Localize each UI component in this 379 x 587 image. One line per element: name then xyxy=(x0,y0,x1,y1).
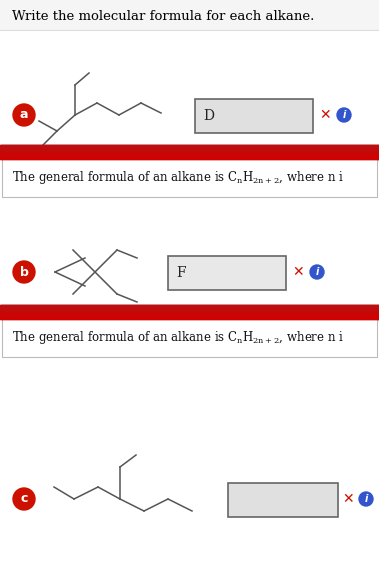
Bar xyxy=(0,314,379,315)
Bar xyxy=(0,152,379,153)
Bar xyxy=(0,156,379,157)
Bar xyxy=(0,305,379,306)
Bar xyxy=(0,154,379,155)
Bar xyxy=(0,149,379,150)
Circle shape xyxy=(13,488,35,510)
Bar xyxy=(0,158,379,159)
Circle shape xyxy=(13,261,35,283)
Bar xyxy=(0,148,379,149)
Bar xyxy=(0,309,379,310)
Bar xyxy=(0,155,379,156)
Bar xyxy=(0,312,379,313)
Bar xyxy=(0,0,379,30)
Bar xyxy=(0,313,379,314)
Text: a: a xyxy=(20,109,28,122)
Bar xyxy=(195,99,313,133)
Bar xyxy=(0,308,379,309)
Bar xyxy=(0,313,379,314)
Text: i: i xyxy=(364,494,368,504)
Circle shape xyxy=(337,108,351,122)
Bar xyxy=(0,318,379,319)
Bar xyxy=(0,157,379,158)
Bar xyxy=(0,154,379,156)
Bar xyxy=(0,312,379,313)
Bar xyxy=(0,308,379,309)
Bar xyxy=(0,316,379,318)
Bar xyxy=(0,315,379,316)
Bar xyxy=(0,306,379,307)
Bar xyxy=(0,150,379,151)
Bar xyxy=(0,157,379,158)
Bar xyxy=(0,317,379,318)
Bar xyxy=(0,305,379,306)
Text: D: D xyxy=(203,109,214,123)
Bar xyxy=(0,316,379,317)
Text: i: i xyxy=(342,110,346,120)
Circle shape xyxy=(359,492,373,506)
Circle shape xyxy=(13,104,35,126)
Text: ✕: ✕ xyxy=(342,492,354,506)
Bar xyxy=(0,146,379,147)
Bar xyxy=(0,146,379,147)
Bar xyxy=(2,145,377,197)
Text: c: c xyxy=(20,492,28,505)
Bar xyxy=(0,311,379,312)
Circle shape xyxy=(310,265,324,279)
Bar xyxy=(0,150,379,151)
Bar xyxy=(0,147,379,149)
Bar xyxy=(0,149,379,150)
Bar xyxy=(0,309,379,310)
Bar xyxy=(0,156,379,157)
Bar xyxy=(0,151,379,152)
Bar xyxy=(0,147,379,148)
Text: ✕: ✕ xyxy=(292,265,304,279)
Text: Write the molecular formula for each alkane.: Write the molecular formula for each alk… xyxy=(12,9,314,22)
Bar xyxy=(0,314,379,315)
Text: b: b xyxy=(20,265,28,278)
Bar xyxy=(0,315,379,316)
Bar xyxy=(0,155,379,156)
Bar xyxy=(0,151,379,153)
Bar xyxy=(0,307,379,308)
Bar xyxy=(168,256,286,290)
Bar xyxy=(0,145,379,146)
Text: ✕: ✕ xyxy=(319,108,331,122)
Bar xyxy=(0,309,379,311)
Bar xyxy=(0,144,379,146)
Bar xyxy=(228,483,338,517)
Text: The general formula of an alkane is $\mathregular{C_nH_{2n+2}}$, where n i: The general formula of an alkane is $\ma… xyxy=(12,329,344,346)
Bar xyxy=(0,311,379,312)
Bar xyxy=(0,153,379,154)
Bar xyxy=(0,318,379,319)
Bar xyxy=(0,306,379,308)
Text: i: i xyxy=(315,267,319,277)
Text: The general formula of an alkane is $\mathregular{C_nH_{2n+2}}$, where n i: The general formula of an alkane is $\ma… xyxy=(12,170,344,187)
Text: F: F xyxy=(176,266,186,280)
Bar xyxy=(2,305,377,357)
Bar xyxy=(0,310,379,311)
Bar xyxy=(0,153,379,154)
